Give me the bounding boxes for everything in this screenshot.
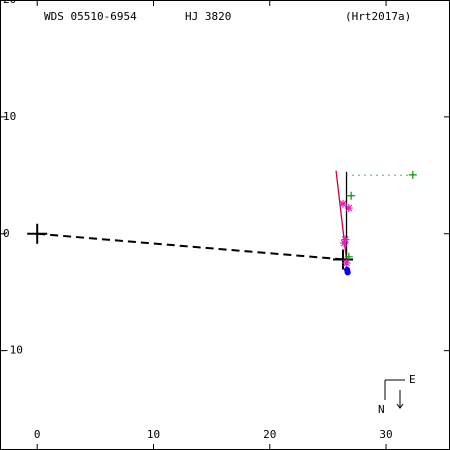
x-tick-label: 10 <box>147 428 160 441</box>
point <box>333 249 354 270</box>
y-tick-label: 20 <box>3 0 16 6</box>
reference: (Hrt2017a) <box>345 10 411 23</box>
point <box>408 170 417 179</box>
line <box>37 232 345 261</box>
point <box>342 258 351 267</box>
point <box>339 199 348 208</box>
compass-north: N <box>378 403 385 416</box>
compass: E N <box>378 373 416 416</box>
chart-title: WDS 05510-6954 <box>44 10 137 23</box>
point <box>344 204 353 213</box>
point <box>340 239 349 248</box>
point <box>344 269 351 276</box>
compass-east: E <box>409 373 416 386</box>
chart-subtitle: HJ 3820 <box>185 10 231 23</box>
y-tick-label: 0 <box>3 227 10 240</box>
y-tick-label: -10 <box>3 344 23 357</box>
x-tick-label: 0 <box>34 428 41 441</box>
x-tick-label: 30 <box>379 428 392 441</box>
point <box>341 235 350 244</box>
x-tick-label: 20 <box>263 428 276 441</box>
point <box>344 252 353 261</box>
y-tick-label: 10 <box>3 110 16 123</box>
line <box>335 170 348 265</box>
point <box>27 223 48 244</box>
point <box>347 191 356 200</box>
